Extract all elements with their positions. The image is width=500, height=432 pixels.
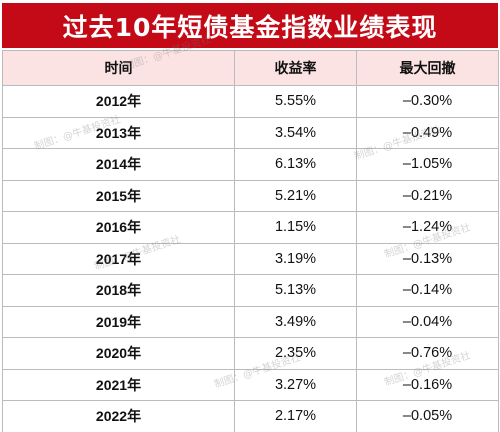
cell-drawdown: –0.16%	[356, 368, 499, 401]
cell-drawdown: –1.24%	[356, 211, 499, 244]
cell-drawdown: –0.14%	[356, 274, 499, 307]
table-row: 2019年 3.49% –0.04%	[2, 305, 499, 338]
cell-year: 2015年	[2, 179, 235, 212]
cell-return: 3.19%	[234, 242, 357, 275]
cell-drawdown: –0.49%	[356, 116, 499, 149]
cell-drawdown: –1.05%	[356, 148, 499, 181]
cell-return: 5.13%	[234, 274, 357, 307]
header-return: 收益率	[234, 50, 357, 86]
cell-year: 2013年	[2, 116, 235, 149]
cell-year: 2019年	[2, 305, 235, 338]
table-row: 2021年 3.27% –0.16%	[2, 368, 499, 401]
title-banner: 过去10年短债基金指数业绩表现	[2, 3, 498, 48]
cell-return: 3.49%	[234, 305, 357, 338]
cell-year: 2020年	[2, 337, 235, 370]
cell-year: 2014年	[2, 148, 235, 181]
cell-drawdown: –0.76%	[356, 337, 499, 370]
page-title: 过去10年短债基金指数业绩表现	[62, 12, 438, 42]
header-drawdown: 最大回撤	[356, 50, 499, 86]
table-row: 2013年 3.54% –0.49%	[2, 116, 499, 149]
table-header-row: 时间 收益率 最大回撤	[2, 50, 499, 86]
table-row: 2022年 2.17% –0.05%	[2, 400, 499, 432]
cell-return: 2.35%	[234, 337, 357, 370]
table-row: 2020年 2.35% –0.76%	[2, 337, 499, 370]
cell-year: 2016年	[2, 211, 235, 244]
cell-drawdown: –0.13%	[356, 242, 499, 275]
table-row: 2014年 6.13% –1.05%	[2, 148, 499, 181]
header-time: 时间	[2, 50, 235, 86]
table-row: 2015年 5.21% –0.21%	[2, 179, 499, 212]
cell-return: 3.27%	[234, 368, 357, 401]
cell-year: 2021年	[2, 368, 235, 401]
cell-return: 6.13%	[234, 148, 357, 181]
cell-year: 2017年	[2, 242, 235, 275]
cell-return: 2.17%	[234, 400, 357, 432]
table-row: 2016年 1.15% –1.24%	[2, 211, 499, 244]
cell-drawdown: –0.21%	[356, 179, 499, 212]
cell-drawdown: –0.05%	[356, 400, 499, 432]
cell-return: 3.54%	[234, 116, 357, 149]
table-row: 2018年 5.13% –0.14%	[2, 274, 499, 307]
performance-table: 时间 收益率 最大回撤 2012年 5.55% –0.30% 2013年 3.5…	[2, 50, 499, 432]
cell-drawdown: –0.30%	[356, 85, 499, 118]
cell-year: 2022年	[2, 400, 235, 432]
table-row: 2017年 3.19% –0.13%	[2, 242, 499, 275]
cell-return: 5.21%	[234, 179, 357, 212]
cell-year: 2018年	[2, 274, 235, 307]
cell-year: 2012年	[2, 85, 235, 118]
table-row: 2012年 5.55% –0.30%	[2, 85, 499, 118]
cell-return: 5.55%	[234, 85, 357, 118]
cell-drawdown: –0.04%	[356, 305, 499, 338]
cell-return: 1.15%	[234, 211, 357, 244]
